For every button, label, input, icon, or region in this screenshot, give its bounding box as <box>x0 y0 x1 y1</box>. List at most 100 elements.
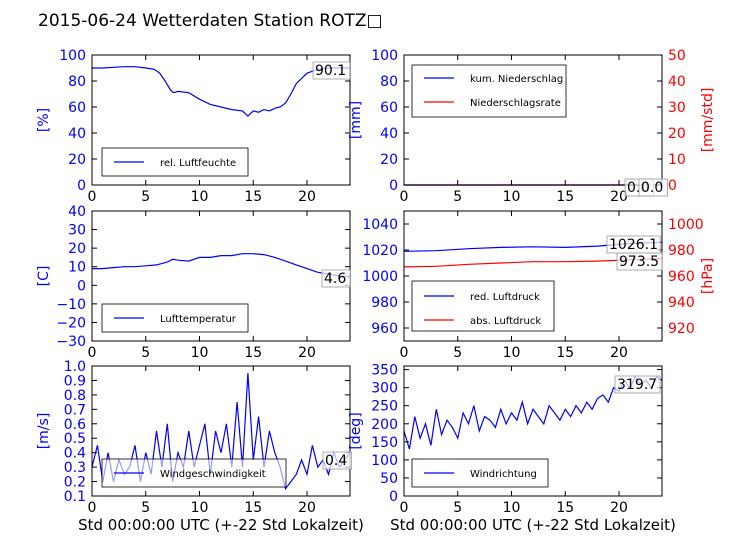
legend-label: rel. Luftfeuchte <box>160 158 236 169</box>
y-tick-label: 20 <box>68 152 86 168</box>
y-tick-label-right: 50 <box>668 48 686 64</box>
y-tick-label-right: 940 <box>668 295 695 311</box>
plot-frame <box>403 54 663 186</box>
y-tick-label: 80 <box>68 74 86 90</box>
x-tick-label: 20 <box>610 500 628 516</box>
x-tick-label: 0 <box>88 500 97 516</box>
x-tick-label: 10 <box>191 345 209 361</box>
legend: Windgeschwindigkeit <box>101 458 287 488</box>
current-value-label: 319.7 <box>617 377 657 393</box>
x-tick-label: 15 <box>556 500 574 516</box>
legend-label: Windgeschwindigkeit <box>160 469 266 480</box>
series-line-5-1 <box>91 373 351 491</box>
current-value-label: 90.1 <box>315 63 346 79</box>
y-tick-label: 40 <box>68 204 86 220</box>
y-tick-label: 0.5 <box>64 431 86 447</box>
x-tick-label: 5 <box>453 189 462 205</box>
y-tick-label: 0 <box>77 178 86 194</box>
x-tick-label: 10 <box>503 500 521 516</box>
x-tick-label: 15 <box>244 189 262 205</box>
y-axis-label: [mm] <box>348 101 364 139</box>
current-value-label: 973.5 <box>619 254 659 270</box>
y-tick-label: 0.2 <box>64 475 86 491</box>
x-tick-label: 20 <box>298 500 316 516</box>
y-tick-label: 0 <box>389 178 398 194</box>
y-tick-label: −30 <box>56 334 86 350</box>
x-tick-label: 5 <box>453 345 462 361</box>
x-tick-label: 5 <box>453 500 462 516</box>
legend-label: Windrichtung <box>470 469 537 480</box>
y-tick-label: 20 <box>380 152 398 168</box>
y-axis-label-right: [mm/std] <box>700 88 716 153</box>
x-tick-label: 5 <box>141 189 150 205</box>
y-tick-label: 100 <box>371 48 398 64</box>
y-axis-label: [m/s] <box>36 413 52 450</box>
y-tick-label: 0.6 <box>64 417 86 433</box>
y-tick-label: 20 <box>68 241 86 257</box>
legend-label: abs. Luftdruck <box>470 316 541 327</box>
y-tick-label: 1000 <box>362 269 398 285</box>
x-tick-label: 15 <box>556 345 574 361</box>
y-tick-label: 980 <box>371 295 398 311</box>
x-tick-label: 10 <box>503 345 521 361</box>
y-tick-label: 300 <box>371 381 398 397</box>
x-tick-label: 0 <box>88 189 97 205</box>
legend: Windrichtung <box>411 458 549 488</box>
subplot-5: 0 5 10 15 200.10.20.30.40.50.60.70.80.91.0[m… <box>36 359 364 534</box>
y-tick-label-right: 40 <box>668 74 686 90</box>
legend: red. Luftdruck abs. Luftdruck <box>411 280 555 332</box>
current-value-label: 4.6 <box>324 271 346 287</box>
y-tick-label: 100 <box>59 48 86 64</box>
y-tick-label-right: 0 <box>668 178 677 194</box>
y-tick-label: 1020 <box>362 243 398 259</box>
subplot-6: 0 5 10 15 20050100150200250300350[deg]Windri… <box>348 363 676 534</box>
y-axis-label: [deg] <box>348 412 364 449</box>
y-tick-label: 40 <box>68 126 86 142</box>
y-tick-label: 1040 <box>362 217 398 233</box>
figure-title: 2015-06-24 Wetterdaten Station ROTZ□ <box>38 11 383 31</box>
subplot-2: 0 5 10 15 20 0 20 40 60 80 100 0 10 20 30 40 50 [mm] [mm/s… <box>348 48 716 205</box>
legend: Lufttemperatur <box>101 303 249 333</box>
current-value-label: 0.4 <box>325 453 347 469</box>
y-axis-label: [%] <box>36 108 52 132</box>
x-tick-label: 10 <box>191 500 209 516</box>
x-tick-label: 15 <box>556 189 574 205</box>
subplot-3: 0 5 10 15 20 −30 −20 −10 0 10 20 30 40 [C] Lufttempera… <box>36 204 352 361</box>
y-tick-label-right: 980 <box>668 243 695 259</box>
x-tick-label: 15 <box>244 500 262 516</box>
current-value-label: 1026.1 <box>609 237 658 253</box>
y-tick-label: 40 <box>380 126 398 142</box>
y-tick-label-right: 920 <box>668 321 695 337</box>
legend: kum. Niederschlag Niederschlagsrate <box>411 64 567 118</box>
y-tick-label: 30 <box>68 223 86 239</box>
x-tick-label: 0 <box>400 500 409 516</box>
y-axis-label: [C] <box>36 266 52 287</box>
x-tick-label: 20 <box>298 189 316 205</box>
y-tick-label: 250 <box>371 399 398 415</box>
y-tick-label: 60 <box>68 100 86 116</box>
subplot-4: 0 5 10 15 20 960 980 1000 1020 1040 920 940 960 980 10… <box>362 210 716 361</box>
y-tick-label: 10 <box>68 260 86 276</box>
x-axis-label: Std 00:00:00 UTC (+-22 Std Lokalzeit) <box>390 516 676 534</box>
y-tick-label: 100 <box>371 453 398 469</box>
x-tick-label: 0 <box>88 345 97 361</box>
plot-frame <box>91 54 351 186</box>
y-tick-label-right: 10 <box>668 152 686 168</box>
x-axis-label: Std 00:00:00 UTC (+-22 Std Lokalzeit) <box>78 516 364 534</box>
y-tick-label: 0.7 <box>64 402 86 418</box>
y-tick-label: 0.8 <box>64 388 86 404</box>
subplot-1: 0 5 10 15 20 0 20 40 60 80 100 [%] rel. Luftfeuchte 9… <box>36 48 351 205</box>
y-tick-label: 0.9 <box>64 373 86 389</box>
x-tick-label: 5 <box>141 345 150 361</box>
y-tick-label-right: 20 <box>668 126 686 142</box>
y-tick-label: 0 <box>389 489 398 505</box>
series-line-1-1 <box>92 66 350 117</box>
y-tick-label: 150 <box>371 435 398 451</box>
y-tick-label-right: 960 <box>668 269 695 285</box>
plot-frame <box>403 365 663 497</box>
y-tick-label-right: 1000 <box>668 217 704 233</box>
y-axis-label-right: [hPa] <box>700 258 716 294</box>
y-tick-label: −20 <box>56 315 86 331</box>
y-tick-label: 1.0 <box>64 359 86 375</box>
